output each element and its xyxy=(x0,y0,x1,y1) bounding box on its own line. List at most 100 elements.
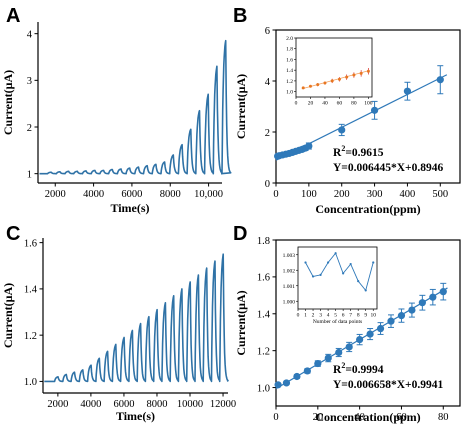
panel-d-r2-prefix: R xyxy=(333,364,342,376)
panel-b-inset-data-point xyxy=(359,71,363,75)
panel-d-y-tick-label: 1.2 xyxy=(257,346,270,357)
panel-c-x-tick-label: 2000 xyxy=(47,399,68,410)
panel-a-y-tick-label: 1 xyxy=(27,169,32,180)
panel-b-x-tick-label: 0 xyxy=(273,189,278,200)
panel-b-inset-data-point xyxy=(337,77,341,81)
panel-d-y-axis-label: Current(μA) xyxy=(234,290,248,355)
panel-a-label: A xyxy=(6,5,20,27)
panel-c-y-tick-label: 1.0 xyxy=(24,377,37,388)
panel-a-series-line xyxy=(39,39,232,175)
panel-b-inset-y-tick-label: 1.0 xyxy=(286,90,293,96)
panel-d-inset-x-tick-label: 6 xyxy=(342,313,345,319)
panel-d-inset-y-tick-label: 1.001 xyxy=(283,284,296,290)
panel-b-inset-data-point xyxy=(316,83,320,87)
panel-d-inset-x-tick-label: 9 xyxy=(364,313,367,319)
panel-c-label: C xyxy=(6,223,20,245)
panel-b-inset-x-tick-label: 40 xyxy=(322,101,328,107)
panel-d-inset-series-line xyxy=(305,252,374,292)
panel-d-data-point xyxy=(314,359,322,368)
panel-d-inset-x-tick-label: 1 xyxy=(304,313,307,319)
panel-b-inset-x-tick-label: 80 xyxy=(351,101,357,107)
panel-d-x-tick-label: 60 xyxy=(396,412,407,423)
panel-d-inset-y-tick-label: 1.003 xyxy=(283,253,296,259)
panel-d-inset-x-tick-label: 4 xyxy=(327,313,330,319)
panel-d-inset-data-point xyxy=(364,289,367,292)
panel-d-data-point xyxy=(418,299,426,307)
panel-d-inset-data-point xyxy=(372,261,375,264)
panel-b-r2-sup: 2 xyxy=(341,144,345,153)
panel-d-data-point xyxy=(397,312,406,320)
panel-d-y-tick-label: 1.0 xyxy=(257,383,270,394)
panel-b-inset-x-tick-label: 100 xyxy=(364,101,373,107)
panel-d-inset-x-tick-label: 7 xyxy=(349,313,352,319)
panel-b-inset-fit-line xyxy=(301,70,369,90)
panel-b-inset-y-tick-label: 1.6 xyxy=(286,57,293,63)
panel-d-data-point xyxy=(387,317,395,325)
panel-d-label: D xyxy=(233,223,247,245)
panel-a-x-tick-label: 6000 xyxy=(121,189,142,200)
panel-d-inset-data-point xyxy=(349,262,352,266)
panel-d-inset-x-tick-label: 0 xyxy=(297,313,300,319)
panel-b-y-tick-label: 0 xyxy=(265,179,270,190)
panel-d-data-point xyxy=(429,293,437,301)
panel-d-x-tick-label: 80 xyxy=(438,412,449,423)
panel-b-x-tick-label: 300 xyxy=(367,189,383,200)
panel-b-inset-data-point xyxy=(308,84,312,88)
panel-d-data-point xyxy=(274,381,282,389)
panel-d-inset-x-tick-label: 10 xyxy=(370,313,376,319)
panel-d-y-tick-label: 1.4 xyxy=(257,310,271,321)
panel-b-inset-y-tick-label: 1.2 xyxy=(286,79,293,85)
panel-b-inset-data-point xyxy=(352,73,356,77)
panel-d-inset-x-tick-label: 8 xyxy=(357,313,360,319)
panel-d-r2-annotation: R2=0.9994 xyxy=(333,361,384,376)
panel-b-inset-y-tick-label: 1.4 xyxy=(286,68,293,74)
panel-a-y-axis-label: Current(μA) xyxy=(1,70,15,135)
panel-b-data-point xyxy=(403,87,412,95)
panel-b-equation-annotation: Y=0.006445*X+0.8946 xyxy=(333,162,443,174)
panel-d-x-tick-label: 20 xyxy=(313,412,324,423)
panel-c-x-tick-label: 12000 xyxy=(210,399,236,410)
panel-a-x-axis-label: Time(s) xyxy=(110,201,149,215)
panel-d-data-point xyxy=(303,367,311,375)
panel-d-frame xyxy=(275,239,461,407)
panel-b-inset-x-tick-label: 0 xyxy=(295,101,298,107)
panel-b-inset-y-tick-label: 1.8 xyxy=(286,47,293,53)
panel-b-x-tick-label: 200 xyxy=(334,189,350,200)
panel-c-series-line xyxy=(44,253,229,383)
panel-b-y-tick-label: 2 xyxy=(265,128,270,139)
panel-c-y-tick-label: 1.2 xyxy=(24,331,37,342)
panel-b-r2-value: =0.9615 xyxy=(345,147,383,159)
panel-b-inset-x-tick-label: 20 xyxy=(308,101,314,107)
panel-b-data-point xyxy=(436,76,444,84)
panel-b-r2-annotation: R2=0.9615 xyxy=(333,144,384,159)
panel-d-inset-data-point xyxy=(311,275,315,278)
panel-d-inset-x-tick-label: 5 xyxy=(334,313,337,319)
panel-d-data-point xyxy=(335,348,343,357)
panel-d-data-point xyxy=(408,306,416,314)
panel-d-r2-sup: 2 xyxy=(341,361,345,370)
panel-c-x-axis-label: Time(s) xyxy=(116,409,155,423)
panel-b-data-point xyxy=(338,126,346,134)
panel-d-inset-data-point xyxy=(319,273,322,276)
panel-b-y-axis-label: Current(μA) xyxy=(234,74,248,139)
panel-a-x-tick-label: 10,000 xyxy=(194,189,223,200)
panel-d-data-point xyxy=(324,354,332,362)
panel-b-frame xyxy=(275,29,461,184)
panel-d-inset-y-tick-label: 1.002 xyxy=(283,268,296,274)
panel-d-x-axis-label: Concentration(ppm) xyxy=(315,410,420,424)
panel-a-y-tick-label: 4 xyxy=(27,29,33,40)
panel-b-inset-data-point xyxy=(330,79,334,83)
panel-b-label: B xyxy=(233,5,247,27)
panel-c-x-tick-label: 8000 xyxy=(146,399,167,410)
panel-d-inset-x-axis-label: Number of data points xyxy=(313,318,362,325)
panel-c-y-tick-label: 1.4 xyxy=(24,285,38,296)
panel-c-x-tick-label: 10000 xyxy=(177,399,203,410)
panel-b-inset-x-tick-label: 60 xyxy=(337,101,343,107)
panel-c-y-axis-label: Current(μA) xyxy=(1,283,15,348)
panel-c-y-tick-label: 1.6 xyxy=(24,238,37,249)
panel-b-x-tick-label: 400 xyxy=(400,189,416,200)
panel-d-data-point xyxy=(293,372,301,381)
panel-b-data-point xyxy=(305,142,313,150)
panel-d-inset-data-point xyxy=(357,280,360,283)
